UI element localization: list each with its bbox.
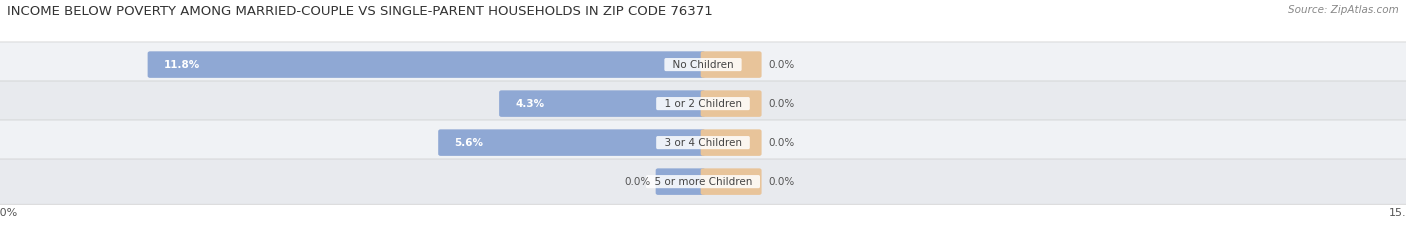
Text: No Children: No Children (666, 60, 740, 70)
FancyBboxPatch shape (439, 129, 706, 156)
Text: 11.8%: 11.8% (165, 60, 200, 70)
Text: INCOME BELOW POVERTY AMONG MARRIED-COUPLE VS SINGLE-PARENT HOUSEHOLDS IN ZIP COD: INCOME BELOW POVERTY AMONG MARRIED-COUPL… (7, 5, 713, 18)
Text: 0.0%: 0.0% (769, 138, 794, 148)
Text: 5 or more Children: 5 or more Children (648, 177, 758, 187)
Text: 0.0%: 0.0% (769, 177, 794, 187)
Text: 1 or 2 Children: 1 or 2 Children (658, 99, 748, 109)
Text: 5.6%: 5.6% (454, 138, 484, 148)
FancyBboxPatch shape (700, 129, 762, 156)
Text: 0.0%: 0.0% (769, 99, 794, 109)
FancyBboxPatch shape (0, 81, 1406, 126)
FancyBboxPatch shape (700, 90, 762, 117)
FancyBboxPatch shape (0, 120, 1406, 165)
FancyBboxPatch shape (655, 168, 706, 195)
FancyBboxPatch shape (700, 168, 762, 195)
FancyBboxPatch shape (499, 90, 706, 117)
FancyBboxPatch shape (0, 42, 1406, 87)
FancyBboxPatch shape (700, 51, 762, 78)
Text: 0.0%: 0.0% (624, 177, 651, 187)
Text: 0.0%: 0.0% (769, 60, 794, 70)
Text: 3 or 4 Children: 3 or 4 Children (658, 138, 748, 148)
FancyBboxPatch shape (148, 51, 706, 78)
Text: 4.3%: 4.3% (516, 99, 544, 109)
Text: Source: ZipAtlas.com: Source: ZipAtlas.com (1288, 5, 1399, 15)
FancyBboxPatch shape (0, 159, 1406, 204)
